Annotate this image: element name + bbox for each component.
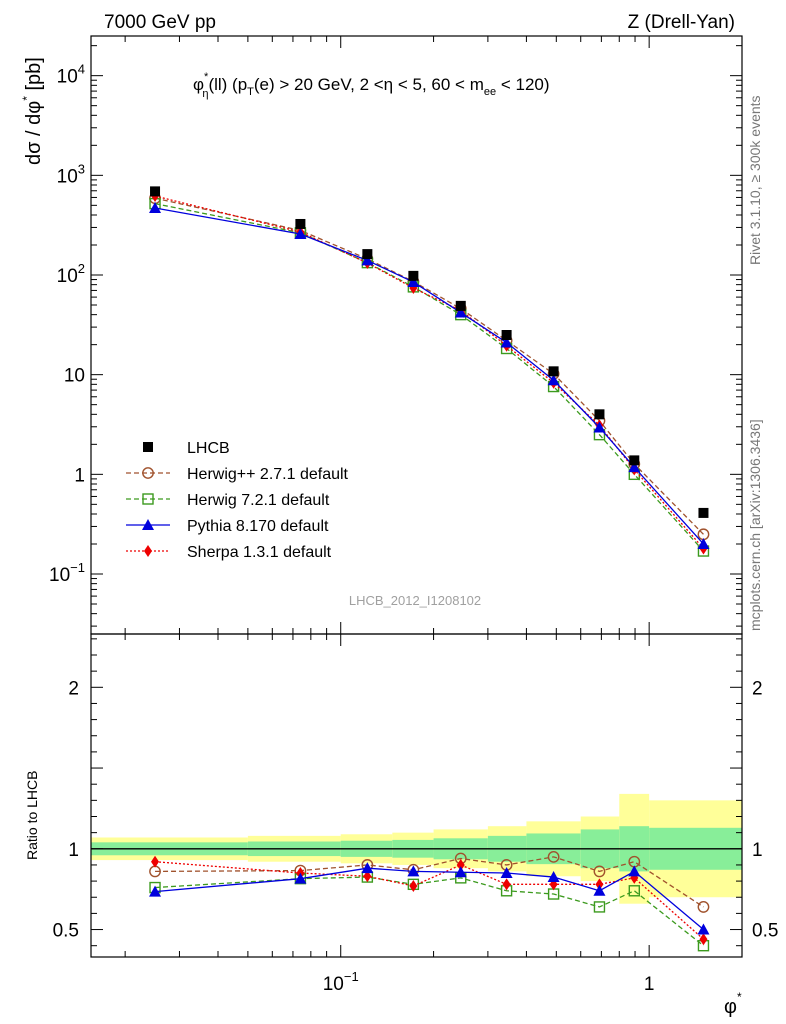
- ratio-point-sherpa: [456, 858, 465, 871]
- y-axis-label-bottom: Ratio to LHCB: [24, 771, 40, 860]
- point-data: [455, 300, 466, 311]
- point-data: [548, 366, 559, 377]
- ratio-line-herwigpp: [155, 856, 704, 908]
- ratio-point-sherpa: [595, 878, 604, 891]
- y-tick-label: 1: [74, 465, 85, 486]
- legend-marker-pythia: [142, 519, 154, 530]
- ratio-point-herwigpp: [547, 850, 560, 863]
- x-tick-label: 1: [644, 974, 655, 995]
- point-data: [150, 186, 161, 197]
- ratio-point-pythia: [407, 865, 420, 877]
- point-data: [295, 218, 306, 229]
- ratio-point-pythia: [294, 872, 307, 884]
- point-pythia: [454, 306, 467, 318]
- ratio-point-pythia: [547, 871, 560, 883]
- point-pythia: [500, 336, 513, 348]
- ratio-panel-frame: [90, 633, 743, 958]
- series-line-pythia: [154, 207, 704, 545]
- x-tick-label: 10−1: [323, 969, 359, 995]
- point-pythia: [294, 227, 307, 239]
- ratio-point-pythia: [628, 865, 641, 877]
- point-data: [594, 409, 605, 420]
- legend: LHCB Herwig++ 2.7.1 default Herwig 7.2.1 d…: [126, 440, 349, 561]
- legend-marker-data: [143, 442, 153, 452]
- point-pythia: [593, 421, 606, 433]
- point-pythia: [361, 254, 374, 266]
- ratio-point-pythia: [454, 866, 467, 878]
- point-data: [362, 249, 373, 260]
- series-line-herwigpp: [154, 197, 704, 535]
- y-tick-label: 102: [57, 261, 85, 287]
- point-data: [698, 507, 709, 518]
- legend-label-herwigpp: Herwig++ 2.7.1 default: [187, 466, 349, 483]
- point-pythia: [697, 537, 710, 549]
- ratio-point-herwigpp: [697, 901, 710, 913]
- ratio-tick-label-right: 1: [752, 840, 763, 861]
- observable-annotation: φ* η(ll) (pT(e) > 20 GeV, 2 <η < 5, 60 < …: [193, 71, 550, 100]
- legend-marker-herwigpp: [142, 467, 154, 479]
- ratio-tick-label-right: 2: [752, 678, 763, 699]
- point-pythia: [149, 202, 162, 214]
- ratio-point-herwig7: [628, 885, 640, 897]
- x-axis-label: φ*: [724, 990, 742, 1018]
- ratio-point-sherpa: [151, 855, 160, 868]
- ratio-point-sherpa: [409, 879, 418, 892]
- point-pythia: [407, 276, 420, 288]
- ratio-line-pythia: [154, 867, 704, 931]
- y-tick-label: 104: [57, 62, 85, 88]
- ratio-tick-label-left: 0.5: [53, 921, 79, 942]
- ratio-point-pythia: [500, 867, 513, 879]
- point-data: [501, 330, 512, 340]
- legend-entry-sherpa: Sherpa 1.3.1 default: [126, 544, 332, 561]
- point-data: [408, 270, 419, 281]
- point-data: [629, 455, 640, 466]
- ratio-tick-label-left: 2: [68, 678, 79, 699]
- legend-entry-data: LHCB: [143, 440, 230, 457]
- series-layer: [149, 186, 710, 952]
- analysis-watermark: LHCB_2012_I1208102: [349, 593, 481, 608]
- ratio-tick-label-left: 1: [68, 840, 79, 861]
- mcplots-label: mcplots.cern.ch [arXiv:1306.3436]: [747, 419, 763, 631]
- ratio-point-herwig7: [593, 901, 606, 913]
- ratio-point-sherpa: [363, 870, 372, 883]
- point-pythia: [547, 374, 560, 386]
- legend-label-sherpa: Sherpa 1.3.1 default: [187, 544, 332, 561]
- legend-marker-herwig7: [142, 493, 154, 505]
- legend-entry-herwig7: Herwig 7.2.1 default: [126, 492, 330, 509]
- header-left: 7000 GeV pp: [104, 12, 216, 33]
- ratio-point-pythia: [697, 923, 710, 935]
- y-tick-label: 10−1: [49, 560, 85, 586]
- ratio-line-herwig7: [154, 876, 704, 947]
- legend-marker-sherpa: [144, 545, 152, 557]
- axes-frame: [90, 35, 743, 958]
- ratio-tick-label-right: 0.5: [752, 921, 778, 942]
- ratio-point-pythia: [149, 885, 162, 897]
- point-pythia: [628, 461, 641, 473]
- ratio-point-pythia: [361, 862, 374, 874]
- legend-entry-pythia: Pythia 8.170 default: [126, 518, 329, 535]
- header-right: Z (Drell-Yan): [628, 12, 735, 33]
- rivet-label: Rivet 3.1.10, ≥ 300k events: [747, 95, 763, 265]
- ratio-point-sherpa: [699, 933, 708, 946]
- legend-entry-herwigpp: Herwig++ 2.7.1 default: [126, 466, 349, 483]
- y-axis-label-top: dσ / dφ* [pb]: [20, 57, 45, 165]
- legend-label-data: LHCB: [187, 440, 230, 457]
- y-tick-label: 10: [64, 366, 85, 387]
- legend-label-pythia: Pythia 8.170 default: [187, 518, 329, 535]
- legend-label-herwig7: Herwig 7.2.1 default: [187, 492, 330, 509]
- ratio-point-sherpa: [502, 878, 511, 891]
- y-tick-label: 103: [57, 161, 85, 187]
- ratio-point-pythia: [593, 884, 606, 896]
- ratio-point-herwigpp: [593, 865, 606, 878]
